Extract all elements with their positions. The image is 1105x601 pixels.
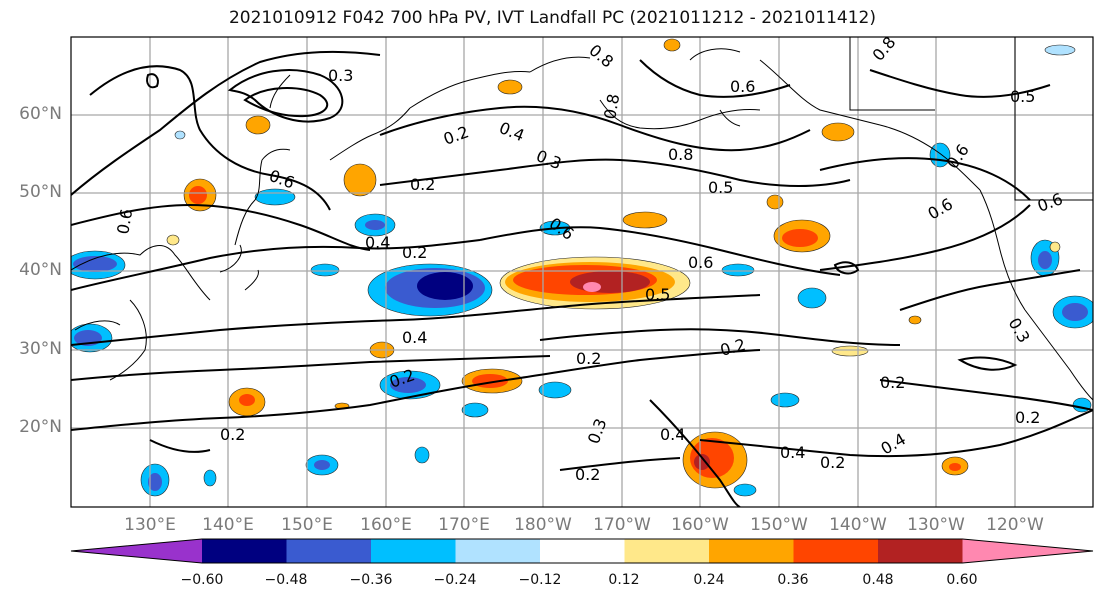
colorbar-tick-label: 0.12 [608,572,640,588]
contour-label: 0.4 [780,443,805,462]
contour-label: 0.8 [668,145,693,164]
colorbar-segment [371,539,456,563]
contour-label: 0.2 [880,373,905,392]
contour-label: 0.2 [575,465,600,484]
colorbar-tick-label: −0.12 [518,572,562,588]
contour-labels: 0.3 0.6 0.2 0.4 0.3 0.8 0.6 0.8 0.5 0.6 … [113,33,1065,484]
colorbar-segment [624,539,709,563]
lon-label: 140°E [202,515,254,535]
contour-label: 0.5 [708,178,733,197]
contour-label: 0.4 [660,425,685,444]
lat-label: 30°N [19,339,62,359]
pv-contours [71,50,1093,507]
colorbar-segment [202,539,287,563]
pv-shading [71,38,1093,497]
colorbar-tick-label: 0.36 [777,572,809,588]
contour-label: 0.2 [410,175,435,194]
map-title: 2021010912 F042 700 hPa PV, IVT Landfall… [228,8,876,28]
lon-label: 130°W [907,515,965,535]
colorbar-tick-label: −0.36 [349,572,393,588]
lon-label: 160°E [360,515,412,535]
colorbar [70,538,1094,564]
contour-label: 0.2 [402,243,427,262]
colorbar-tick-label: 0.60 [946,572,978,588]
colorbar-tick-label: 0.24 [693,572,725,588]
colorbar-segment [878,539,963,563]
contour-label: 0.4 [365,233,390,252]
colorbar-tick-label: −0.24 [433,572,477,588]
lon-label: 150°W [750,515,808,535]
colorbar-segment [709,539,794,563]
contour-label: 0.2 [820,453,845,472]
contour-label: 0.5 [1010,87,1035,106]
lon-label: 140°W [829,515,887,535]
colorbar-extend-low [71,539,202,563]
contour-label: 0.2 [1015,408,1040,427]
colorbar-tick-label: −0.60 [180,572,224,588]
map-frame [70,36,1094,508]
contour-label: 0.5 [645,285,670,304]
contour-label: 0.2 [576,349,601,368]
lat-label: 60°N [19,104,62,124]
contour-label: 0.8 [600,92,623,120]
lat-label: 40°N [19,260,62,280]
coastlines [71,37,1093,401]
colorbar-segment [455,539,540,563]
contour-label: 0.6 [688,253,713,272]
lon-label: 180°W [514,515,572,535]
lon-label: 170°W [593,515,651,535]
colorbar-tick-label: −0.48 [264,572,308,588]
colorbar-segment [793,539,878,563]
lat-label: 50°N [19,182,62,202]
lon-label: 120°W [986,515,1044,535]
lon-label: 170°E [438,515,490,535]
contour-label: 0.6 [113,207,136,235]
colorbar-segment [286,539,371,563]
colorbar-extend-high [962,539,1093,563]
contour-label: 0.4 [402,328,427,347]
contour-label: 0.2 [220,425,245,444]
lon-label: 150°E [281,515,333,535]
contour-label: 0.3 [328,66,353,85]
colorbar-tick-label: 0.48 [862,572,894,588]
lat-label: 20°N [19,417,62,437]
contour-label: 0.6 [730,77,755,96]
lon-label: 160°W [671,515,729,535]
lon-label: 130°E [124,515,176,535]
colorbar-segment [540,539,625,563]
